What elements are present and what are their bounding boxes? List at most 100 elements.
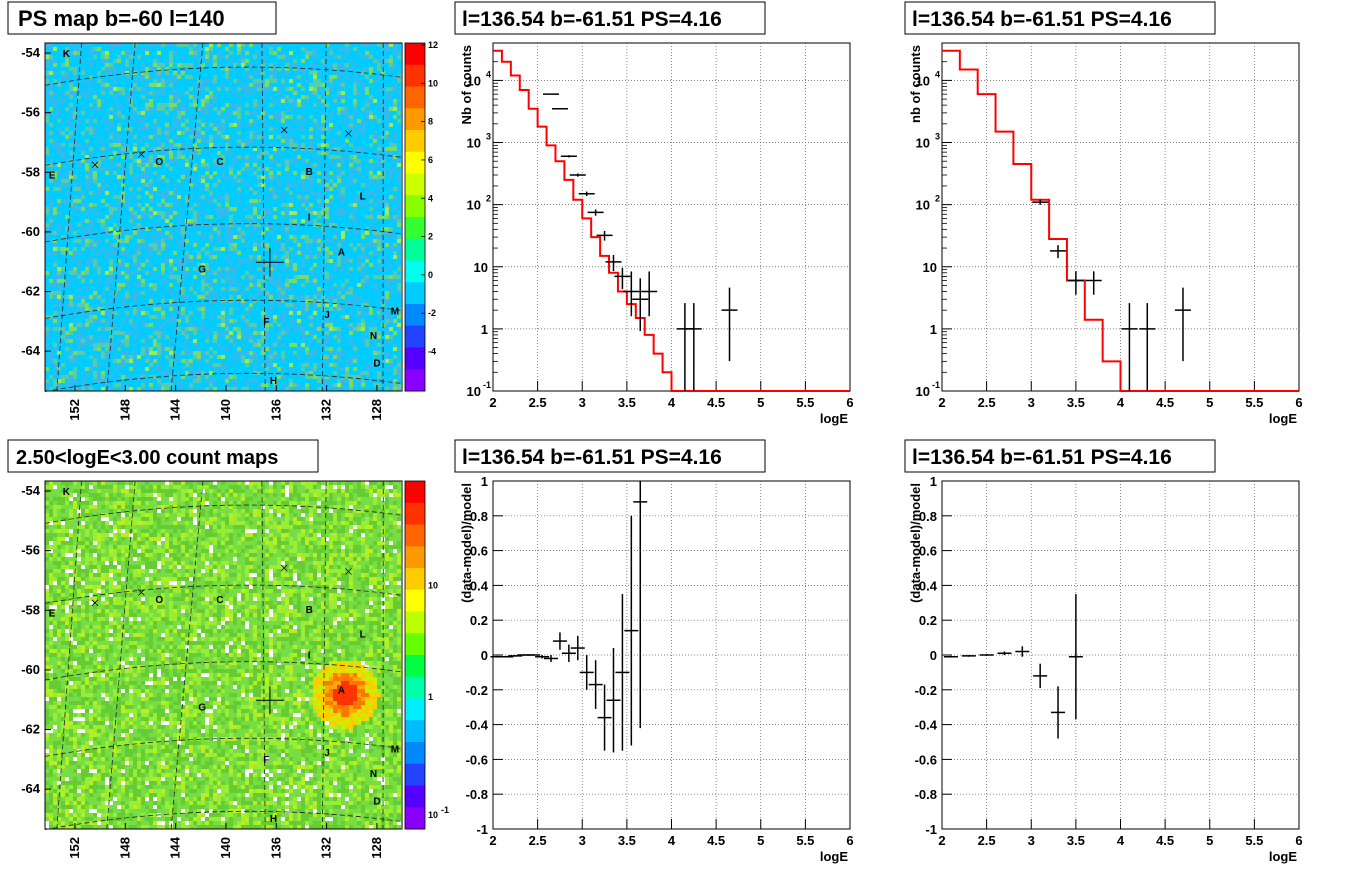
- x-tick-label: 4: [1117, 395, 1125, 410]
- map-meridian: [106, 42, 136, 392]
- colorbar-tick: 12: [428, 40, 438, 50]
- map-marker: [280, 126, 288, 134]
- y-tick-label: 10: [467, 73, 481, 88]
- colorbar-segment: [405, 151, 425, 174]
- y-tick-label: -0.2: [915, 683, 937, 698]
- lon-tick: 152: [67, 399, 82, 421]
- y-tick-label: 0.4: [470, 578, 489, 593]
- x-tick-label: 3: [1028, 833, 1035, 848]
- lon-tick: 140: [218, 837, 233, 859]
- source-label-b: B: [306, 167, 313, 178]
- source-label-l: L: [360, 630, 366, 641]
- colorbar-segment: [405, 347, 425, 370]
- x-axis-label: logE: [820, 411, 848, 426]
- y-tick-exponent: 2: [486, 194, 491, 204]
- map-center-cross: [255, 248, 284, 277]
- colorbar-tick: 10: [428, 810, 438, 820]
- map-marker: [91, 161, 99, 169]
- source-label-m: M: [391, 744, 399, 755]
- map-meridian: [56, 42, 82, 392]
- y-tick-label: -0.4: [466, 718, 489, 733]
- source-label-j: J: [324, 748, 330, 759]
- lon-tick: 136: [268, 837, 283, 859]
- map-top-title: PS map b=-60 l=140: [18, 6, 225, 31]
- source-label-a: A: [338, 685, 345, 696]
- map-meridian: [321, 42, 327, 392]
- source-label-h: H: [270, 376, 277, 387]
- x-tick-label: 4.5: [1156, 395, 1174, 410]
- y-tick-exponent: 4: [486, 69, 491, 79]
- colorbar-segment: [405, 655, 425, 678]
- colorbar-tick-exp: -1: [441, 805, 449, 815]
- source-label-o: O: [155, 595, 163, 606]
- y-tick-label: 10: [916, 136, 930, 151]
- colorbar-segment: [405, 568, 425, 591]
- y-tick-label: 0.8: [470, 509, 488, 524]
- colorbar-segment: [405, 43, 425, 66]
- source-label-h: H: [270, 814, 277, 825]
- y-tick-label: 0.8: [919, 509, 937, 524]
- source-label-c: C: [216, 157, 223, 168]
- source-label-i: I: [308, 212, 311, 223]
- map-parallel: [44, 737, 403, 757]
- y-tick-label: 1: [930, 322, 937, 337]
- x-tick-label: 4.5: [707, 833, 725, 848]
- map-meridian: [321, 480, 327, 830]
- x-tick-label: 4: [668, 395, 676, 410]
- y-tick-label: 0.2: [919, 613, 937, 628]
- colorbar-segment: [405, 742, 425, 765]
- x-tick-label: 2: [938, 833, 945, 848]
- source-label-i: I: [308, 650, 311, 661]
- x-tick-label: 4.5: [707, 395, 725, 410]
- y-tick-label: 10: [923, 260, 937, 275]
- x-tick-label: 5: [1206, 395, 1213, 410]
- colorbar-segment: [405, 304, 425, 327]
- y-tick-label: 1: [481, 322, 488, 337]
- x-tick-label: 6: [1295, 833, 1302, 848]
- map-meridian: [56, 480, 82, 830]
- map-parallel: [44, 504, 403, 524]
- source-label-n: N: [370, 769, 377, 780]
- y-tick-exponent: 4: [935, 69, 940, 79]
- colorbar-segment: [405, 807, 425, 830]
- x-tick-label: 5.5: [796, 833, 814, 848]
- map-meridian: [261, 42, 266, 392]
- lon-tick: 132: [319, 399, 334, 421]
- colorbar-segment: [405, 282, 425, 305]
- lat-tick: -56: [21, 105, 40, 120]
- source-label-g: G: [198, 703, 206, 714]
- x-tick-label: 2.5: [978, 395, 996, 410]
- colorbar-segment: [405, 546, 425, 569]
- colorbar-segment: [405, 524, 425, 547]
- map-bottom-title: 2.50<logE<3.00 count maps: [16, 447, 278, 469]
- x-tick-label: 5.5: [796, 395, 814, 410]
- map-marker: [345, 568, 352, 575]
- y-tick-label: 10: [916, 198, 930, 213]
- model-step-line: [493, 49, 850, 392]
- colorbar-tick: 10: [428, 580, 438, 590]
- map-meridian: [106, 480, 136, 830]
- colorbar-tick: -2: [428, 308, 436, 318]
- source-label-e: E: [49, 171, 56, 182]
- source-label-k: K: [63, 487, 71, 498]
- lat-tick: -54: [21, 45, 41, 60]
- x-tick-label: 3.5: [618, 833, 636, 848]
- x-axis-label: logE: [820, 849, 848, 864]
- y-tick-exponent: -1: [483, 380, 491, 390]
- y-tick-exponent: 2: [935, 194, 940, 204]
- colorbar-tick: 1: [428, 692, 433, 702]
- lat-tick: -58: [21, 602, 40, 617]
- x-tick-label: 3: [1028, 395, 1035, 410]
- x-tick-label: 4: [1117, 833, 1125, 848]
- title-box-map-bottom: 2.50<logE<3.00 count maps: [7, 439, 319, 473]
- colorbar-tick: 4: [428, 193, 433, 203]
- y-tick-label: -0.8: [466, 787, 488, 802]
- y-tick-label: -1: [925, 822, 937, 837]
- x-axis-label: logE: [1269, 411, 1297, 426]
- lon-tick: 128: [369, 837, 384, 859]
- map-meridian: [170, 42, 204, 392]
- x-tick-label: 6: [846, 395, 853, 410]
- x-tick-label: 3.5: [1067, 395, 1085, 410]
